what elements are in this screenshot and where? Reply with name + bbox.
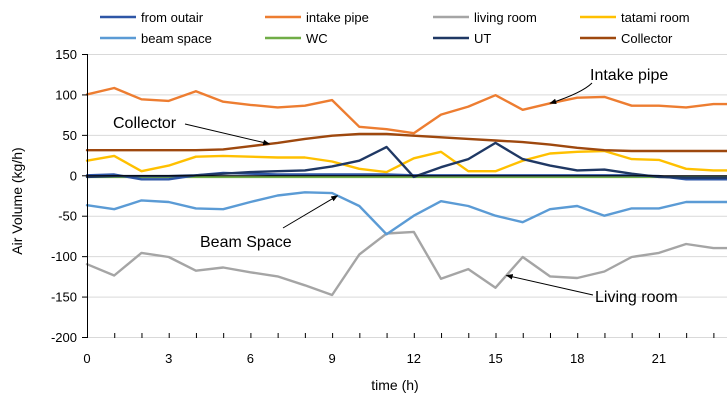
x-tick-label: 9: [328, 351, 335, 366]
annotation-arrow-collector: [184, 123, 271, 146]
series-line-intake-pipe: [85, 86, 727, 135]
y-tick-label: -150: [51, 290, 77, 305]
x-tick-label: 6: [247, 351, 254, 366]
annotation-label-intake-pipe: Intake pipe: [590, 67, 668, 84]
x-tick-label: 3: [165, 351, 172, 366]
legend-label-tatami-room: tatami room: [621, 10, 690, 25]
x-tick-label: 12: [407, 351, 421, 366]
legend: from outair intake pipe living room tatami …: [100, 10, 690, 46]
series-line-beam-space: [85, 191, 727, 236]
legend-label-living-room: living room: [474, 10, 537, 25]
y-tick-label: -50: [58, 209, 77, 224]
tick-labels: -200 -150 -100 -50 0 50 100 150 0 3 6 9 12 15 18 21: [51, 47, 715, 366]
series-line-living-room: [85, 230, 727, 297]
legend-label-ut: UT: [474, 31, 491, 46]
y-tick-label: 50: [63, 128, 77, 143]
annotation-label-collector: Collector: [113, 115, 177, 132]
annotation-label-living-room: Living room: [595, 289, 678, 306]
x-tick-label: 18: [570, 351, 584, 366]
series-line-tatami-room: [85, 149, 727, 174]
legend-label-collector: Collector: [621, 31, 673, 46]
y-axis-title: Air Volume (kg/h): [9, 147, 25, 254]
x-tick-label: 15: [488, 351, 502, 366]
legend-label-from-outair: from outair: [141, 10, 204, 25]
series-line-collector: [85, 132, 727, 153]
y-tick-label: -200: [51, 330, 77, 345]
annotations: Intake pipe Collector Beam Space Living roo…: [113, 67, 678, 306]
legend-label-beam-space: beam space: [141, 31, 212, 46]
annotation-label-beam-space: Beam Space: [200, 234, 292, 251]
axes: [87, 54, 727, 337]
annotation-arrow-intake-pipe: [549, 82, 593, 105]
y-tick-label: 0: [70, 168, 77, 183]
y-tick-label: 100: [55, 87, 77, 102]
y-tick-label: -100: [51, 249, 77, 264]
legend-label-wc: WC: [306, 31, 328, 46]
annotation-arrow-beam-space: [282, 195, 339, 229]
x-tick-label: 0: [83, 351, 90, 366]
x-tick-label: 21: [652, 351, 666, 366]
y-tick-label: 150: [55, 47, 77, 62]
x-axis-title: time (h): [371, 377, 418, 393]
legend-label-intake-pipe: intake pipe: [306, 10, 369, 25]
series-lines: [85, 86, 727, 297]
annotation-arrow-living-room: [505, 274, 594, 296]
